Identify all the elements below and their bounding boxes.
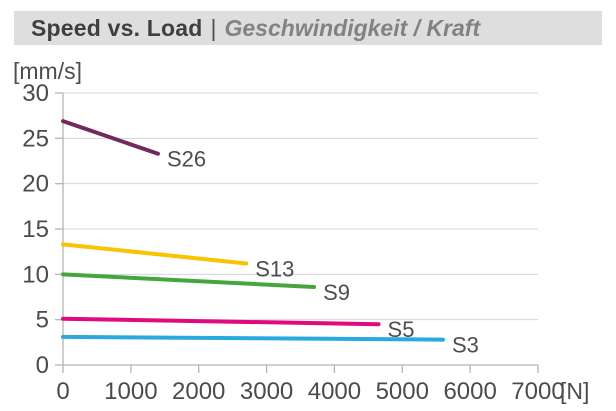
title-separator: | bbox=[210, 14, 217, 41]
chart-subtitle: Geschwindigkeit / Kraft bbox=[224, 14, 481, 41]
x-tick-label: 3000 bbox=[240, 378, 293, 405]
series-line-s3 bbox=[61, 334, 445, 342]
chart-title: Speed vs. Load bbox=[31, 14, 203, 41]
y-tick-label: 10 bbox=[22, 261, 49, 288]
series-line-s9 bbox=[61, 272, 317, 290]
series-label-s3: S3 bbox=[452, 333, 479, 358]
y-tick-label: 0 bbox=[36, 352, 49, 379]
x-axis-unit-label: [N] bbox=[560, 378, 590, 404]
y-axis-unit-label: [mm/s] bbox=[13, 58, 82, 84]
y-tick-label: 25 bbox=[22, 125, 49, 152]
y-tick-label: 15 bbox=[22, 216, 49, 243]
y-tick-label: 30 bbox=[22, 80, 49, 107]
series-label-s26: S26 bbox=[167, 147, 206, 172]
x-tick-label: 2000 bbox=[172, 378, 225, 405]
x-tick-label: 7000 bbox=[511, 378, 564, 405]
series-line-s5 bbox=[61, 316, 381, 327]
series-line-s13 bbox=[61, 242, 249, 266]
x-tick-label: 4000 bbox=[308, 378, 361, 405]
series-label-s9: S9 bbox=[323, 280, 350, 305]
y-tick-label: 20 bbox=[22, 171, 49, 198]
x-tick-label: 6000 bbox=[443, 378, 496, 405]
x-tick-label: 1000 bbox=[104, 378, 157, 405]
chart-title-bar: Speed vs. Load | Geschwindigkeit / Kraft bbox=[14, 11, 602, 45]
y-tick-label: 5 bbox=[36, 307, 49, 334]
series-label-s13: S13 bbox=[255, 256, 294, 281]
x-tick-label: 0 bbox=[56, 378, 69, 405]
x-tick-label: 5000 bbox=[376, 378, 429, 405]
series-line-s26 bbox=[61, 119, 160, 156]
